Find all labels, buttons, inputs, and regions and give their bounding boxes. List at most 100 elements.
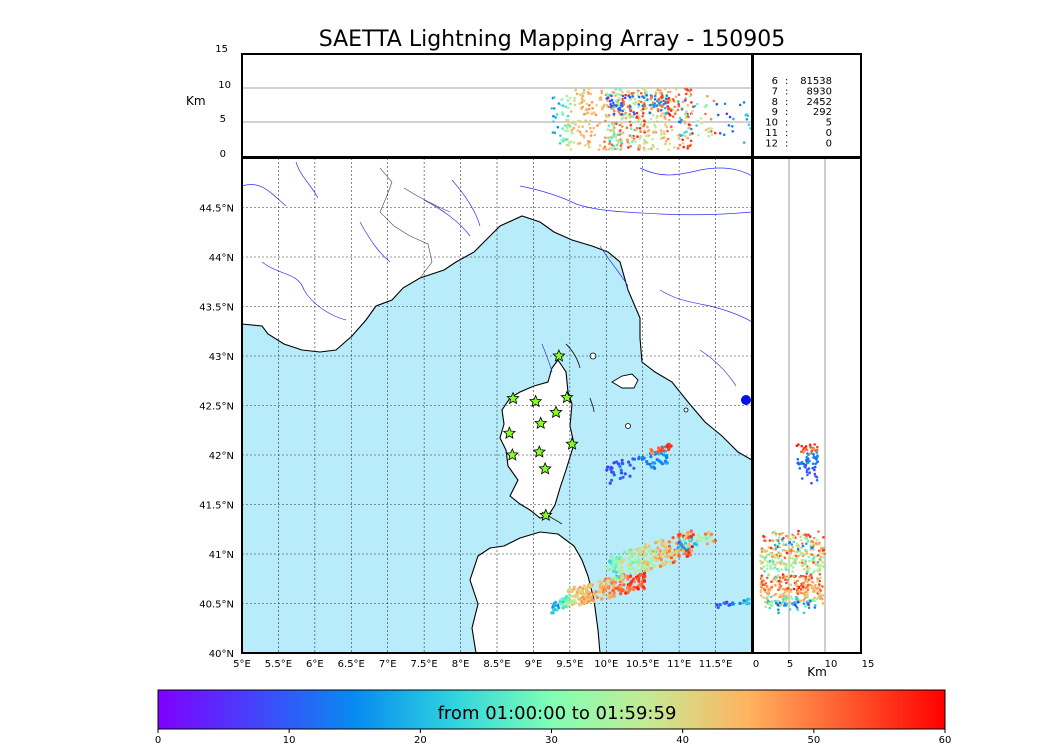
- lightning-source-altitude: [587, 123, 591, 126]
- colorbar-tick: 0: [155, 735, 161, 746]
- lightning-source-altitude: [604, 136, 607, 139]
- lightning-source-altitude: [723, 102, 727, 106]
- lightning-source-latitude: [805, 585, 809, 589]
- lightning-source-latitude: [815, 458, 818, 461]
- lightning-source-altitude: [647, 147, 650, 151]
- lightning-source-altitude: [580, 95, 584, 99]
- lightning-source-latitude: [769, 564, 772, 567]
- lightning-source-latitude: [789, 588, 793, 592]
- lightning-source-altitude: [598, 122, 601, 125]
- lightning-source: [639, 572, 643, 576]
- lightning-source: [562, 603, 566, 607]
- lightning-source-altitude: [617, 107, 620, 110]
- lightning-source: [712, 539, 716, 543]
- lightning-source-latitude: [816, 587, 819, 590]
- lightning-source-latitude: [759, 583, 763, 586]
- station-count-value: 81538: [800, 76, 832, 87]
- lightning-source-latitude: [818, 588, 822, 591]
- lightning-source-altitude: [621, 94, 625, 98]
- lightning-source-latitude: [795, 542, 799, 546]
- lightning-source: [613, 576, 617, 580]
- lightning-source-altitude: [617, 111, 621, 114]
- lightning-source-altitude: [644, 90, 648, 94]
- lightning-source-latitude: [777, 569, 781, 573]
- station-marker: [505, 447, 519, 461]
- lightning-source-altitude: [690, 127, 693, 131]
- lightning-source-altitude: [642, 146, 646, 149]
- lightning-source-altitude: [602, 147, 605, 150]
- lightning-source: [582, 584, 586, 588]
- lightning-source: [620, 458, 624, 462]
- lightning-source-latitude: [783, 591, 786, 594]
- lightning-source-altitude: [602, 103, 606, 107]
- lightning-source: [598, 579, 602, 584]
- lightning-source-latitude: [778, 576, 782, 579]
- lightning-source: [672, 555, 676, 560]
- lightning-source-latitude: [811, 546, 814, 550]
- lightning-source-altitude: [587, 140, 590, 143]
- lightning-source: [657, 446, 661, 450]
- lightning-source-latitude: [782, 561, 786, 565]
- lightning-source-latitude: [764, 556, 767, 559]
- lightning-source-altitude: [616, 147, 619, 151]
- lightning-source-altitude: [628, 134, 632, 137]
- lightning-source-latitude: [815, 479, 819, 482]
- lightning-source-altitude: [620, 117, 624, 120]
- lightning-source-altitude: [566, 99, 570, 102]
- lightning-source-latitude: [778, 561, 782, 564]
- lightning-source: [677, 553, 681, 557]
- lightning-source-altitude: [601, 106, 604, 109]
- lightning-source-latitude: [760, 586, 764, 589]
- lightning-source-latitude: [796, 608, 799, 612]
- lightning-source-altitude: [621, 109, 624, 113]
- lightning-source-altitude: [618, 129, 622, 133]
- lightning-source-latitude: [797, 529, 800, 533]
- lightning-source-altitude: [678, 143, 682, 147]
- lightning-source-latitude: [822, 536, 825, 539]
- lightning-source-altitude: [595, 104, 598, 107]
- lightning-source-altitude: [569, 102, 572, 106]
- lightning-source: [642, 571, 647, 576]
- lightning-source-altitude: [665, 94, 669, 97]
- altitude-lat-sources: [759, 443, 827, 615]
- lightning-source: [631, 560, 635, 565]
- lightning-source-altitude: [580, 101, 584, 104]
- lightning-source-latitude: [791, 570, 794, 573]
- lightning-source-altitude: [615, 143, 619, 147]
- lightning-source-latitude: [812, 561, 815, 564]
- lightning-source-altitude: [561, 127, 564, 130]
- lightning-source: [606, 465, 610, 469]
- lightning-source-altitude: [691, 109, 694, 113]
- lightning-source-altitude: [573, 99, 576, 102]
- colorbar-tick: 20: [414, 735, 427, 746]
- station-count-stations: 12: [765, 138, 778, 149]
- lightning-source-altitude: [561, 104, 565, 107]
- lightning-source-altitude: [608, 139, 612, 143]
- lightning-source-altitude: [663, 132, 666, 136]
- lightning-source-latitude: [809, 573, 813, 576]
- lightning-source: [742, 599, 746, 603]
- lightning-source-altitude: [745, 118, 749, 121]
- lightning-source-altitude: [590, 112, 594, 116]
- lightning-source-latitude: [772, 578, 776, 581]
- lightning-source-altitude: [641, 114, 644, 118]
- lightning-source-latitude: [792, 549, 796, 553]
- lightning-source: [569, 599, 574, 603]
- lightning-source-altitude: [629, 127, 633, 130]
- lightning-source: [696, 537, 700, 541]
- lightning-source-altitude: [637, 105, 641, 109]
- lightning-source-latitude: [765, 585, 769, 588]
- lightning-source-altitude: [629, 123, 633, 127]
- lightning-source-altitude: [567, 123, 570, 126]
- lightning-source-latitude: [785, 549, 789, 553]
- lightning-source-altitude: [637, 103, 641, 106]
- lightning-source: [628, 571, 633, 575]
- lightning-source-latitude: [814, 584, 817, 587]
- lightning-source-altitude: [703, 105, 706, 109]
- lightning-source: [674, 549, 678, 554]
- lightning-source-latitude: [812, 556, 815, 560]
- lightning-source-altitude: [642, 102, 646, 105]
- lightning-source-latitude: [772, 562, 775, 566]
- lightning-source-altitude: [604, 119, 607, 123]
- lightning-source-altitude: [727, 124, 731, 127]
